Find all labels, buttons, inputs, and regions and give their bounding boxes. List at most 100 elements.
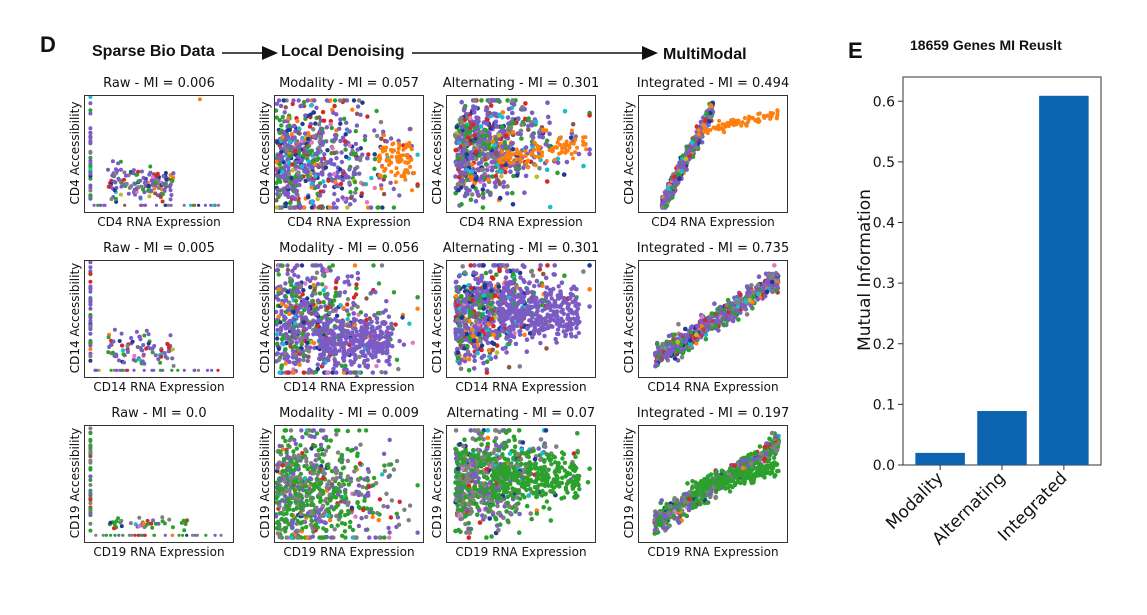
scatter-point [478, 124, 484, 129]
scatter-point [281, 334, 286, 339]
scatter-point [353, 141, 359, 147]
scatter-point [497, 268, 502, 274]
scatter-point [372, 185, 377, 191]
scatter-point [462, 106, 467, 112]
scatter-title: Alternating - MI = 0.301 [442, 76, 600, 91]
scatter-point [290, 194, 295, 199]
scatter-point [504, 263, 510, 268]
scatter-point [472, 98, 478, 103]
scatter-point [305, 136, 311, 142]
scatter-point [664, 203, 670, 209]
scatter-point [734, 118, 739, 123]
scatter-title: Raw - MI = 0.006 [103, 76, 215, 91]
scatter-point [318, 319, 323, 324]
scatter-point [88, 134, 93, 139]
scatter-plot [274, 260, 424, 378]
scatter-point [479, 343, 485, 348]
scatter-point [275, 336, 280, 341]
scatter-point [534, 310, 539, 315]
scatter-point [361, 343, 366, 348]
scatter-point [107, 345, 112, 349]
scatter-point [325, 148, 330, 153]
scatter-point [476, 263, 482, 268]
scatter-point [146, 183, 151, 188]
scatter-point [467, 352, 473, 358]
scatter-point [505, 311, 511, 316]
scatter-point [344, 120, 349, 125]
scatter-point [305, 145, 310, 150]
scatter-point [338, 117, 343, 122]
scatter-point [383, 370, 388, 375]
scatter-point [384, 351, 389, 356]
scatter-point [662, 198, 667, 204]
scatter-point [294, 188, 300, 194]
scatter-point [544, 346, 549, 351]
scatter-point [313, 152, 318, 157]
scatter-point [508, 125, 514, 130]
scatter-point [477, 319, 483, 324]
scatter-point [302, 168, 308, 173]
scatter-point [523, 149, 528, 154]
scatter-point [353, 344, 359, 349]
scatter-point [707, 118, 712, 124]
scatter-point [505, 303, 510, 308]
scatter-point [275, 180, 279, 185]
scatter-points [659, 100, 780, 210]
scatter-point [457, 361, 462, 366]
scatter-point [711, 125, 716, 130]
scatter-point [291, 98, 296, 103]
scatter-point [486, 146, 491, 151]
scatter-point [324, 295, 329, 300]
scatter-point [354, 123, 360, 128]
scatter-point [514, 268, 520, 273]
scatter-point [525, 290, 530, 296]
scatter-point [722, 130, 727, 135]
scatter-point [299, 263, 305, 268]
scatter-point [324, 326, 329, 332]
scatter-points [652, 263, 781, 369]
scatter-point [527, 330, 533, 336]
scatter-point [344, 308, 350, 313]
scatter-point [453, 147, 458, 153]
scatter-point [464, 186, 469, 191]
scatter-point [168, 188, 173, 193]
scatter-point [370, 355, 375, 360]
scatter-point [353, 326, 358, 331]
scatter-point [121, 352, 126, 357]
scatter-point [508, 297, 514, 303]
scatter-point [306, 159, 311, 164]
scatter-point [153, 353, 158, 358]
scatter-title: Integrated - MI = 0.735 [636, 241, 790, 256]
scatter-point [338, 303, 343, 308]
scatter-point [511, 327, 516, 332]
scatter-point [95, 368, 99, 372]
scatter-point [523, 173, 529, 179]
scatter-point [299, 138, 304, 143]
scatter-point [294, 340, 299, 345]
scatter-point [313, 307, 318, 312]
scatter-point [471, 354, 477, 359]
scatter-point [283, 281, 288, 286]
scatter-point [88, 101, 93, 106]
scatter-point [455, 350, 461, 355]
scatter-point [277, 370, 282, 375]
scatter-point [147, 172, 152, 177]
scatter-point [301, 370, 306, 375]
scatter-point [396, 150, 400, 155]
scatter-point [316, 122, 322, 127]
scatter-point [168, 197, 173, 202]
scatter-point [305, 358, 310, 364]
scatter-point [287, 205, 293, 210]
scatter-point [319, 315, 325, 320]
scatter-point [285, 324, 290, 330]
scatter-point [516, 166, 522, 172]
scatter-point [503, 275, 509, 280]
scatter-point [292, 272, 297, 278]
scatter-point [492, 293, 498, 298]
scatter-point [510, 141, 515, 146]
scatter-point [347, 143, 352, 148]
scatter-point [587, 151, 592, 157]
scatter-point [508, 339, 513, 344]
scatter-point [320, 327, 325, 333]
scatter-point [551, 272, 556, 277]
